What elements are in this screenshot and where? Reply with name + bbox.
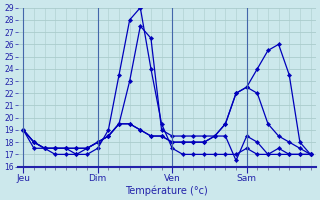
X-axis label: Température (°c): Température (°c) [125,185,208,196]
